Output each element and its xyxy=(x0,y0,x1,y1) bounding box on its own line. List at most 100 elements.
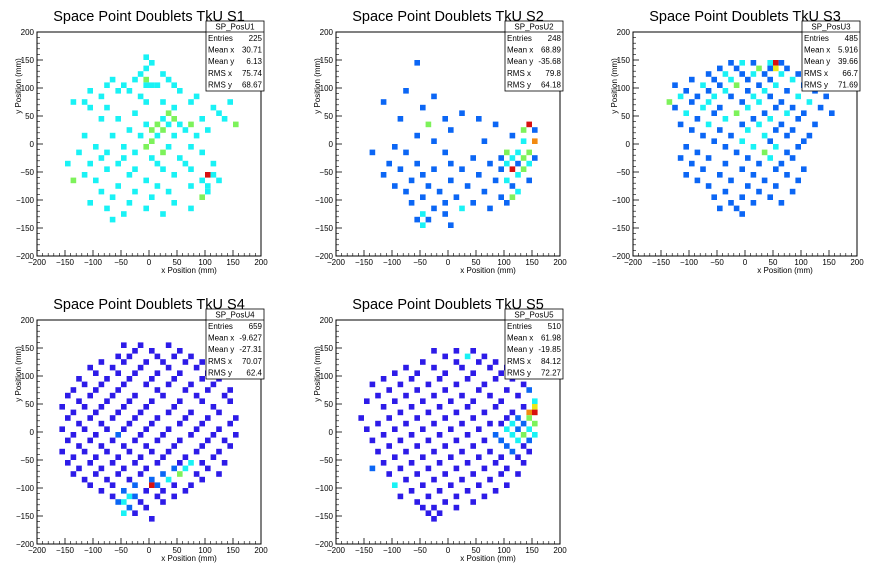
histogram-bin xyxy=(453,348,460,354)
histogram-bin xyxy=(481,437,488,444)
histogram-bin xyxy=(132,149,138,156)
x-tick-label: −100 xyxy=(383,258,402,267)
x-tick-label: 50 xyxy=(472,546,481,555)
y-tick-label: 0 xyxy=(626,140,631,149)
histogram-bin xyxy=(98,465,105,472)
y-tick-label: −50 xyxy=(319,456,333,465)
histogram-bin xyxy=(806,99,813,105)
stats-label: RMS x xyxy=(208,357,232,366)
histogram-bin xyxy=(481,493,488,500)
y-tick-label: 50 xyxy=(25,112,34,121)
histogram-bin xyxy=(137,342,144,348)
histogram-bin xyxy=(392,454,398,460)
histogram-bin xyxy=(143,465,149,472)
histogram-bin xyxy=(448,398,454,404)
x-tick-label: −100 xyxy=(680,258,699,267)
histogram-bin xyxy=(750,71,757,77)
stats-value: 79.8 xyxy=(545,69,561,78)
histogram-bin xyxy=(397,166,404,172)
histogram-bin xyxy=(403,188,409,195)
histogram-bin xyxy=(459,110,465,116)
histogram-bin xyxy=(705,88,712,94)
histogram-bin xyxy=(193,93,200,100)
stats-value: 75.74 xyxy=(242,69,263,78)
chart-title: Space Point Doublets TkU S5 xyxy=(352,297,544,313)
histogram-bin xyxy=(795,71,801,77)
histogram-bin xyxy=(210,160,217,167)
histogram-bin xyxy=(188,409,194,416)
x-tick-label: 100 xyxy=(497,546,511,555)
histogram-bin xyxy=(767,65,773,72)
histogram-bin xyxy=(515,172,521,178)
histogram-bin xyxy=(453,437,460,444)
histogram-bin xyxy=(98,359,105,365)
histogram-bin xyxy=(722,116,729,122)
y-tick-label: 200 xyxy=(617,28,631,37)
histogram-bin xyxy=(761,110,768,116)
histogram-bin xyxy=(121,443,127,449)
histogram-bin xyxy=(414,443,420,449)
panel-s2: Space Point Doublets TkU S2−200 −150 −100−… xyxy=(313,9,567,275)
histogram-bin xyxy=(126,376,133,382)
histogram-bin xyxy=(739,99,745,105)
histogram-bin xyxy=(364,398,370,404)
x-tick-label: −150 xyxy=(355,258,374,267)
histogram-bin xyxy=(121,404,127,410)
histogram-bin xyxy=(829,110,835,116)
histogram-bin xyxy=(728,93,734,100)
histogram-bin xyxy=(109,76,116,83)
histogram-bin xyxy=(520,138,527,144)
x-tick-label: 0 xyxy=(147,546,152,555)
stats-label: RMS y xyxy=(804,80,828,89)
histogram-bin xyxy=(143,121,149,128)
histogram-bin xyxy=(397,465,404,472)
histogram-bin xyxy=(666,99,673,105)
x-tick-label: 0 xyxy=(147,258,152,267)
histogram-bin xyxy=(126,476,133,483)
histogram-bin xyxy=(369,437,376,444)
histogram-bin xyxy=(470,415,476,421)
histogram-bin xyxy=(504,443,510,449)
stats-value: 61.98 xyxy=(541,334,562,343)
histogram-bin xyxy=(717,172,723,178)
histogram-bin xyxy=(487,392,493,399)
histogram-bin xyxy=(121,144,127,150)
histogram-bin xyxy=(392,426,398,432)
histogram-bin xyxy=(750,200,757,206)
histogram-bin xyxy=(165,364,172,371)
histogram-bin xyxy=(154,482,161,488)
histogram-bin xyxy=(700,166,706,172)
histogram-bin xyxy=(453,465,460,472)
histogram-bin xyxy=(728,132,734,139)
histogram-bin xyxy=(532,432,538,438)
histogram-bin xyxy=(464,460,471,466)
stats-label: Mean x xyxy=(208,334,234,343)
histogram-bin xyxy=(414,387,420,393)
histogram-bin xyxy=(154,437,161,444)
y-tick-label: −100 xyxy=(612,196,631,205)
histogram-bin xyxy=(81,404,88,410)
histogram-bin xyxy=(739,194,745,200)
histogram-bin xyxy=(59,426,65,432)
y-tick-label: −150 xyxy=(16,224,35,233)
histogram-bin xyxy=(464,183,471,189)
histogram-bin xyxy=(784,65,790,72)
histogram-bin xyxy=(171,353,177,360)
histogram-bin xyxy=(210,432,217,438)
histogram-bin xyxy=(739,121,745,128)
histogram-bin xyxy=(683,110,689,116)
histogram-bin xyxy=(761,132,768,139)
histogram-bin xyxy=(149,448,155,455)
stats-value: 6.13 xyxy=(246,57,262,66)
histogram-bin xyxy=(470,398,476,404)
y-tick-label: 200 xyxy=(21,316,35,325)
histogram-bin xyxy=(504,482,510,488)
stats-label: RMS x xyxy=(507,69,531,78)
histogram-bin xyxy=(520,432,527,438)
histogram-bin xyxy=(773,65,779,72)
histogram-bin xyxy=(397,409,404,416)
histogram-bin xyxy=(520,460,527,466)
histogram-bin xyxy=(431,205,437,212)
histogram-bin xyxy=(408,376,415,382)
histogram-bin xyxy=(171,482,177,488)
